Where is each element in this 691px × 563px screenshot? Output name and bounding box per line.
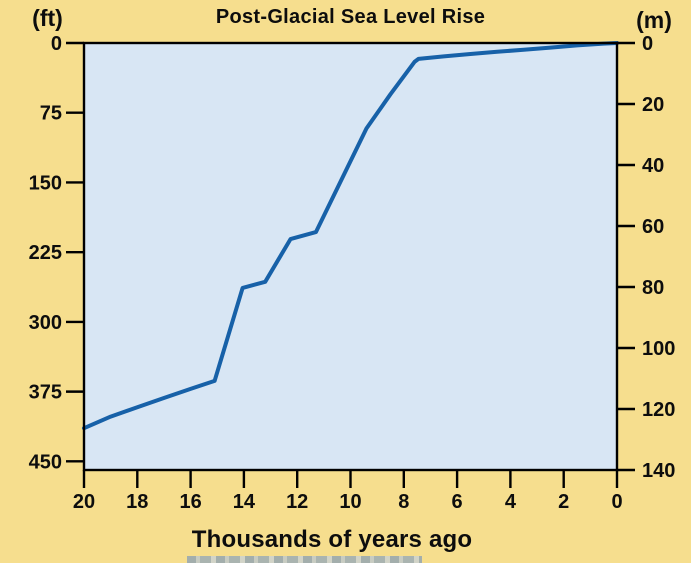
right-axis-tick-label: 80	[642, 277, 664, 299]
x-axis-title: Thousands of years ago	[191, 526, 473, 553]
x-axis-tick-label: 14	[233, 491, 256, 513]
right-axis-tick-label: 140	[642, 460, 675, 482]
right-axis-tick-label: 60	[642, 216, 664, 238]
x-axis-tick-label: 10	[339, 491, 361, 513]
x-axis-tick-label: 20	[73, 491, 95, 513]
sea-level-curve	[82, 41, 619, 431]
plot-area	[84, 43, 617, 470]
left-axis-tick-label: 375	[29, 382, 62, 404]
right-axis-tick-label: 0	[642, 33, 653, 55]
right-axis-tick-label: 100	[642, 338, 675, 360]
x-axis-tick-label: 4	[505, 491, 517, 513]
right-axis-unit-label: (m)	[636, 7, 672, 33]
right-axis-tick-label: 120	[642, 399, 675, 421]
left-axis-tick-label: 450	[29, 451, 62, 473]
cropped-bottom-text-strip	[187, 556, 422, 563]
x-axis-tick-label: 16	[179, 491, 201, 513]
right-axis-tick-label: 40	[642, 155, 664, 177]
x-axis-tick-label: 0	[611, 491, 622, 513]
left-axis-unit-label: (ft)	[32, 5, 63, 31]
chart-title: Post-Glacial Sea Level Rise	[215, 6, 486, 28]
left-axis-tick-label: 0	[51, 33, 62, 55]
x-axis-tick-label: 8	[398, 491, 409, 513]
x-axis-tick-label: 18	[126, 491, 148, 513]
left-axis-tick-label: 75	[40, 103, 62, 125]
x-axis-tick-label: 12	[286, 491, 308, 513]
x-axis-tick-label: 2	[558, 491, 569, 513]
left-axis-tick-label: 300	[29, 312, 62, 334]
left-axis-tick-label: 225	[29, 242, 62, 264]
right-axis-tick-label: 20	[642, 94, 664, 116]
x-axis-tick-label: 6	[452, 491, 463, 513]
left-axis-tick-label: 150	[29, 172, 62, 194]
